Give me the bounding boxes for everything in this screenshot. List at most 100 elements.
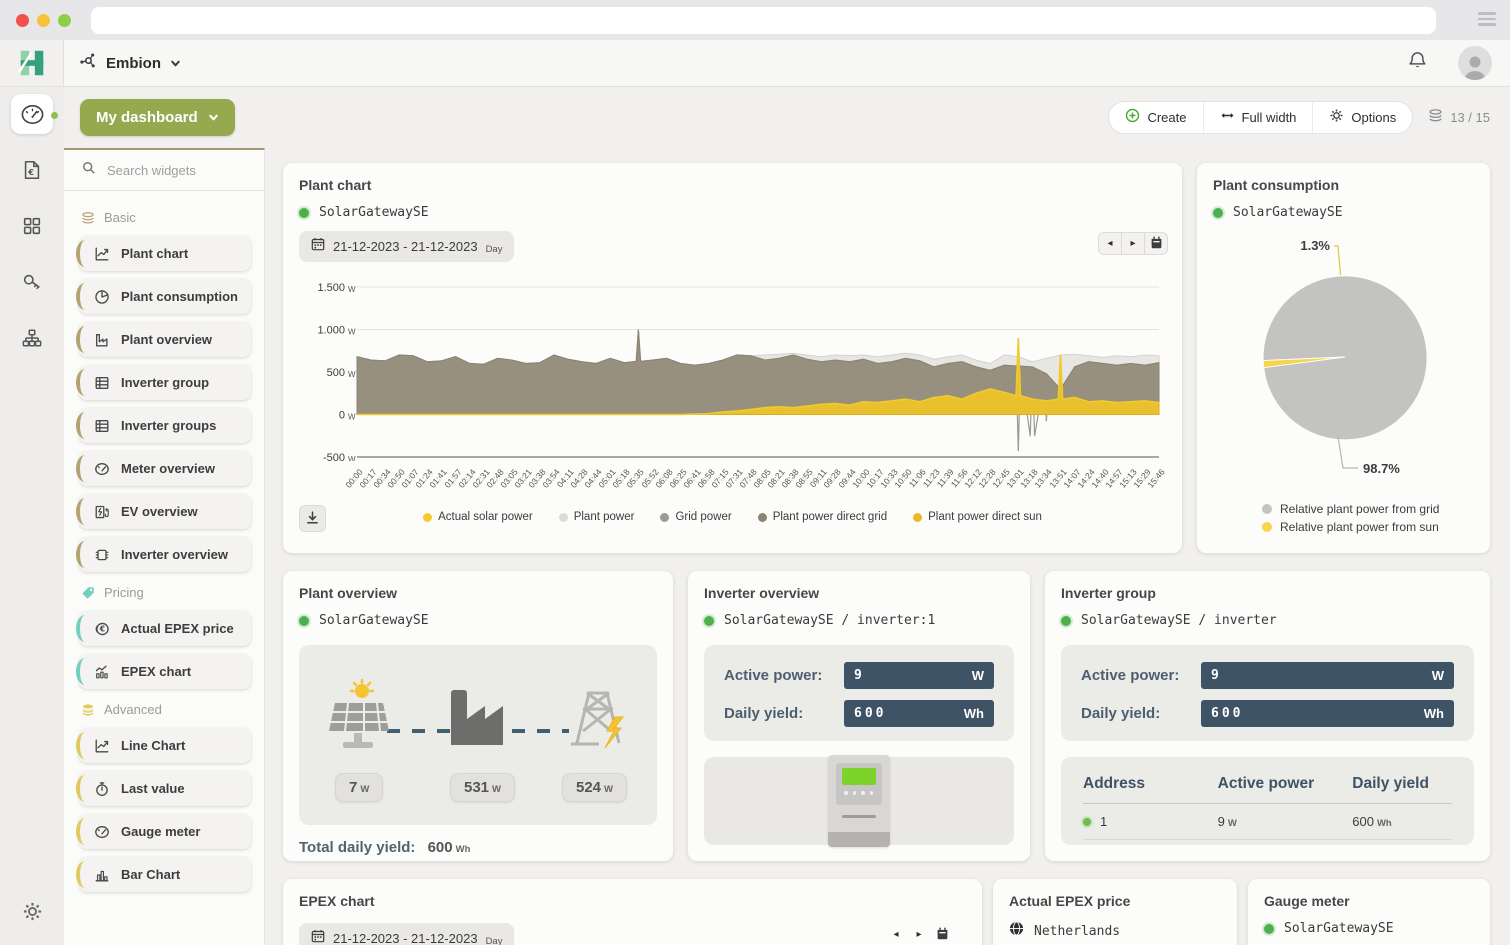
toolbar-button-group: Create Full width Options: [1108, 100, 1414, 134]
date-range-chip[interactable]: 21-12-2023 - 21-12-2023 Day: [299, 231, 515, 262]
prev-period-button[interactable]: ◂: [884, 923, 908, 945]
next-period-button[interactable]: ▸: [907, 923, 931, 945]
widget-item-label: Inverter group: [121, 375, 210, 390]
widget-item-last-value[interactable]: Last value: [76, 771, 251, 806]
user-avatar[interactable]: [1458, 46, 1492, 80]
device-row: SolarGatewaySE / inverter:1: [704, 613, 1014, 628]
tag-icon: [81, 586, 95, 600]
minimize-window-button[interactable]: [37, 13, 50, 27]
dashboard-selector-label: My dashboard: [96, 108, 198, 126]
meter-icon: [94, 461, 110, 477]
create-button[interactable]: Create: [1109, 102, 1202, 133]
x-axis-ticks: 00:00 00:17 00:34 00:50 01:07 01:24 01:41 01:57…: [299, 463, 1166, 507]
date-range-chip[interactable]: 21-12-2023 - 21-12-2023 Day: [299, 923, 515, 945]
ev-icon: [94, 504, 110, 520]
app-header: Embion: [0, 40, 1510, 87]
widget-item-line-chart[interactable]: Line Chart: [76, 728, 251, 763]
daily-yield-cell: 600 Wh: [1352, 814, 1392, 829]
legend-dot: [660, 512, 670, 522]
browser-menu-icon[interactable]: [1478, 12, 1496, 26]
key-icon: [11, 262, 53, 302]
legend-item[interactable]: Grid power: [660, 511, 732, 523]
device-row: SolarGatewaySE: [1264, 921, 1474, 936]
plant-chart-widget: Plant chart SolarGatewaySE 21-12-2023 - …: [283, 163, 1182, 553]
widget-search[interactable]: [64, 150, 264, 191]
chevron-down-icon: [208, 112, 219, 123]
widget-item-inverter-groups[interactable]: Inverter groups: [76, 408, 251, 443]
nav-invoices[interactable]: €: [0, 142, 64, 198]
gauge-meter-widget: Gauge meter SolarGatewaySE: [1248, 879, 1490, 945]
svg-text:€: €: [27, 167, 34, 177]
widget-item-inverter-overview[interactable]: Inverter overview: [76, 537, 251, 572]
nav-widgets[interactable]: [0, 198, 64, 254]
download-chart-button[interactable]: [299, 505, 326, 532]
calendar-picker-button[interactable]: [1144, 232, 1168, 255]
epex-chart-widget: EPEX chart 21-12-2023 - 21-12-2023 Day ◂…: [283, 879, 982, 945]
total-daily-yield-label: Total daily yield:: [299, 839, 416, 856]
calendar-icon: [311, 237, 325, 256]
widget-item-label: Actual EPEX price: [121, 621, 234, 636]
table-row[interactable]: 1 9 W 600 Wh: [1083, 804, 1452, 840]
status-dot: [299, 207, 309, 218]
widget-item-plant-overview[interactable]: Plant overview: [76, 322, 251, 357]
widget-item-bar-chart[interactable]: Bar Chart: [76, 857, 251, 892]
widget-item-epex-chart[interactable]: EPEX chart: [76, 654, 251, 689]
org-name: Embion: [106, 54, 161, 72]
search-input[interactable]: [105, 161, 249, 179]
legend-label: Actual solar power: [438, 511, 533, 523]
drag-handle-bracket: [76, 498, 88, 525]
svg-text:1.3%: 1.3%: [1300, 238, 1330, 253]
legend-item[interactable]: Actual solar power: [423, 511, 533, 523]
nav-topology[interactable]: [0, 310, 64, 366]
drag-handle-bracket: [76, 541, 88, 568]
options-button[interactable]: Options: [1312, 101, 1412, 133]
horizontal-arrows-icon: [1220, 108, 1235, 126]
calendar-picker-button[interactable]: [930, 923, 954, 945]
svg-text:1.000: 1.000: [317, 325, 345, 337]
next-period-button[interactable]: ▸: [1121, 232, 1145, 255]
active-power-label: Active power:: [1081, 667, 1180, 684]
nav-access-keys[interactable]: [0, 254, 64, 310]
search-icon: [82, 161, 96, 180]
svg-text:98.7%: 98.7%: [1363, 461, 1400, 476]
epex-chart-icon: [94, 664, 110, 680]
person-icon: [1464, 56, 1486, 80]
maximize-window-button[interactable]: [58, 13, 71, 27]
drag-handle-bracket: [76, 369, 88, 396]
widget-item-gauge-meter[interactable]: Gauge meter: [76, 814, 251, 849]
widget-item-label: Gauge meter: [121, 824, 201, 839]
notifications-bell-icon[interactable]: [1407, 50, 1428, 76]
gear-icon: [1329, 108, 1344, 126]
widget-item-ev-overview[interactable]: EV overview: [76, 494, 251, 529]
table-icon: [94, 375, 110, 391]
table-header-row: Address Active power Daily yield: [1083, 775, 1452, 804]
prev-period-button[interactable]: ◂: [1098, 232, 1122, 255]
widget-item-plant-consumption[interactable]: Plant consumption: [76, 279, 251, 314]
legend-item[interactable]: Plant power direct sun: [913, 511, 1042, 523]
widget-item-inverter-group[interactable]: Inverter group: [76, 365, 251, 400]
widget-item-plant-chart[interactable]: Plant chart: [76, 236, 251, 271]
org-switcher[interactable]: Embion: [79, 52, 181, 75]
close-window-button[interactable]: [16, 13, 29, 27]
daily-yield-unit: Wh: [1423, 706, 1444, 721]
legend-item[interactable]: Plant power: [558, 511, 634, 523]
widget-item-meter-overview[interactable]: Meter overview: [76, 451, 251, 486]
daily-yield-label: Daily yield:: [1081, 705, 1161, 722]
widget-item-actual-epex-price[interactable]: € Actual EPEX price: [76, 611, 251, 646]
widget-title: EPEX chart: [299, 893, 375, 909]
address-bar[interactable]: [91, 6, 1436, 34]
nav-settings[interactable]: [0, 891, 64, 931]
drag-handle-bracket: [76, 732, 88, 759]
nav-dashboard[interactable]: [0, 86, 64, 142]
grid-squares-icon: [11, 206, 53, 246]
device-name: SolarGatewaySE: [1284, 921, 1394, 936]
chip-icon: [94, 547, 110, 563]
legend-item[interactable]: Plant power direct grid: [757, 511, 887, 523]
status-dot: [1213, 207, 1223, 218]
brand-logo[interactable]: [0, 40, 64, 86]
active-power-unit: W: [1431, 668, 1444, 683]
dashboard-selector-button[interactable]: My dashboard: [80, 98, 235, 136]
inverter-table-panel: Address Active power Daily yield 1 9 W 600 W…: [1061, 757, 1474, 845]
full-width-button[interactable]: Full width: [1202, 101, 1313, 133]
